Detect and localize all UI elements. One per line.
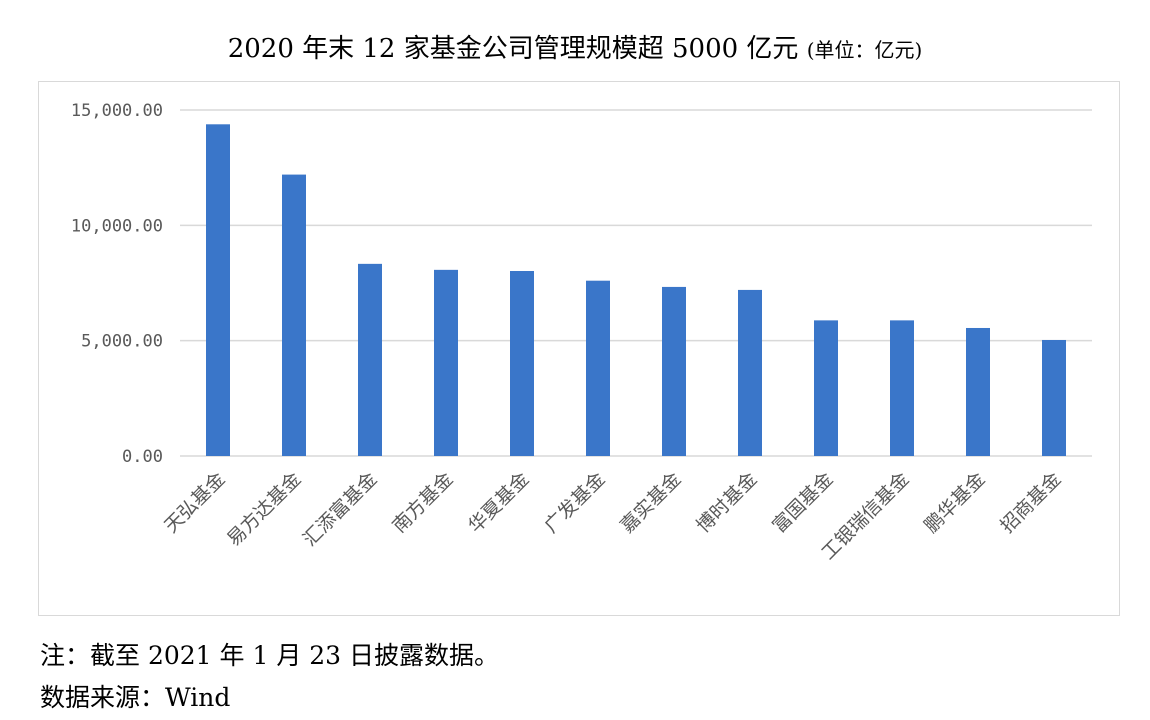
y-tick-labels: 0.00 5,000.00 10,000.00 15,000.00 (71, 101, 163, 467)
x-category-label: 嘉实基金 (616, 468, 685, 537)
bar (434, 269, 458, 456)
bar (206, 124, 230, 456)
bar (586, 280, 610, 456)
y-tick-label: 15,000.00 (71, 101, 163, 121)
gridlines (180, 109, 1092, 457)
bar (1042, 339, 1066, 456)
x-category-label: 华夏基金 (464, 468, 533, 537)
x-category-label: 汇添富基金 (299, 468, 382, 551)
x-category-label: 南方基金 (388, 468, 457, 537)
chart-frame (38, 81, 1120, 616)
x-category-label: 招商基金 (996, 468, 1065, 537)
bars (206, 124, 1066, 456)
footnote: 注：截至 2021 年 1 月 23 日披露数据。 (40, 641, 500, 670)
bar (738, 289, 762, 456)
chart-title-unit: (单位：亿元) (806, 38, 923, 62)
y-tick-label: 0.00 (122, 447, 163, 467)
bar (966, 327, 990, 456)
x-category-label: 天弘基金 (160, 468, 229, 537)
chart-title-main: 2020 年末 12 家基金公司管理规模超 5000 亿元 (227, 34, 799, 64)
source-note: 数据来源：Wind (40, 683, 231, 712)
bar (358, 263, 382, 456)
y-tick-label: 10,000.00 (71, 216, 163, 236)
chart-title: 2020 年末 12 家基金公司管理规模超 5000 亿元 (单位：亿元) (0, 28, 1150, 65)
bar (814, 320, 838, 456)
x-category-label: 博时基金 (692, 468, 761, 537)
x-category-label: 富国基金 (768, 468, 837, 537)
bar (890, 320, 914, 456)
x-category-label: 易方达基金 (223, 468, 306, 551)
x-category-label: 鹏华基金 (920, 468, 989, 537)
x-category-label: 广发基金 (540, 468, 609, 537)
bar (282, 174, 306, 456)
bar (510, 271, 534, 456)
bar (662, 286, 686, 456)
y-tick-label: 5,000.00 (81, 332, 163, 352)
